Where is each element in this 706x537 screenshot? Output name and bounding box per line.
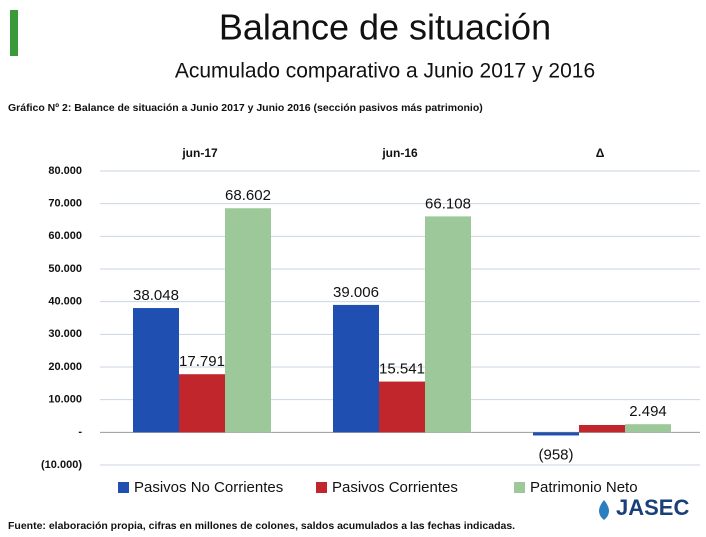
slide-subtitle: Acumulado comparativo a Junio 2017 y 201… [175, 60, 595, 83]
bar [179, 374, 225, 433]
category-label: jun-17 [181, 146, 218, 160]
bar [579, 424, 625, 433]
bar [133, 308, 179, 433]
bar [225, 208, 271, 433]
y-tick-label: 50.000 [48, 263, 82, 275]
y-tick-label: 40.000 [48, 296, 82, 308]
y-tick-label: 80.000 [48, 165, 82, 177]
slide-title: Balance de situación [219, 7, 551, 48]
category-label: Δ [596, 146, 605, 160]
bar [533, 432, 579, 436]
chart-caption: Gráfico Nº 2: Balance de situación a Jun… [8, 102, 483, 114]
bar [425, 216, 471, 433]
accent-bar [10, 10, 18, 56]
category-label: jun-16 [381, 146, 418, 160]
data-label: 66.108 [425, 195, 471, 212]
legend-swatch [118, 482, 129, 493]
legend-label: Pasivos Corrientes [332, 479, 458, 496]
data-label: 39.006 [333, 284, 379, 301]
data-label: 17.791 [179, 353, 225, 370]
y-tick-label: (10.000) [41, 459, 82, 471]
data-label: 68.602 [225, 187, 271, 204]
bar [379, 381, 425, 433]
data-label: (958) [538, 446, 573, 463]
source-note: Fuente: elaboración propia, cifras en mi… [8, 520, 515, 532]
legend-label: Patrimonio Neto [530, 479, 638, 496]
data-label: 38.048 [133, 287, 179, 304]
bar [333, 304, 379, 433]
legend-swatch [514, 482, 525, 493]
y-tick-label: - [78, 426, 82, 438]
legend-label: Pasivos No Corrientes [134, 479, 283, 496]
y-tick-label: 30.000 [48, 328, 82, 340]
logo-icon [599, 500, 609, 520]
legend-swatch [316, 482, 327, 493]
logo-text: JASEC [616, 495, 689, 520]
y-tick-label: 10.000 [48, 394, 82, 406]
bar [625, 424, 671, 433]
data-label: 2.494 [629, 403, 667, 420]
y-tick-label: 70.000 [48, 198, 82, 210]
y-tick-label: 60.000 [48, 230, 82, 242]
y-tick-label: 20.000 [48, 361, 82, 373]
data-label: 15.541 [379, 361, 425, 378]
